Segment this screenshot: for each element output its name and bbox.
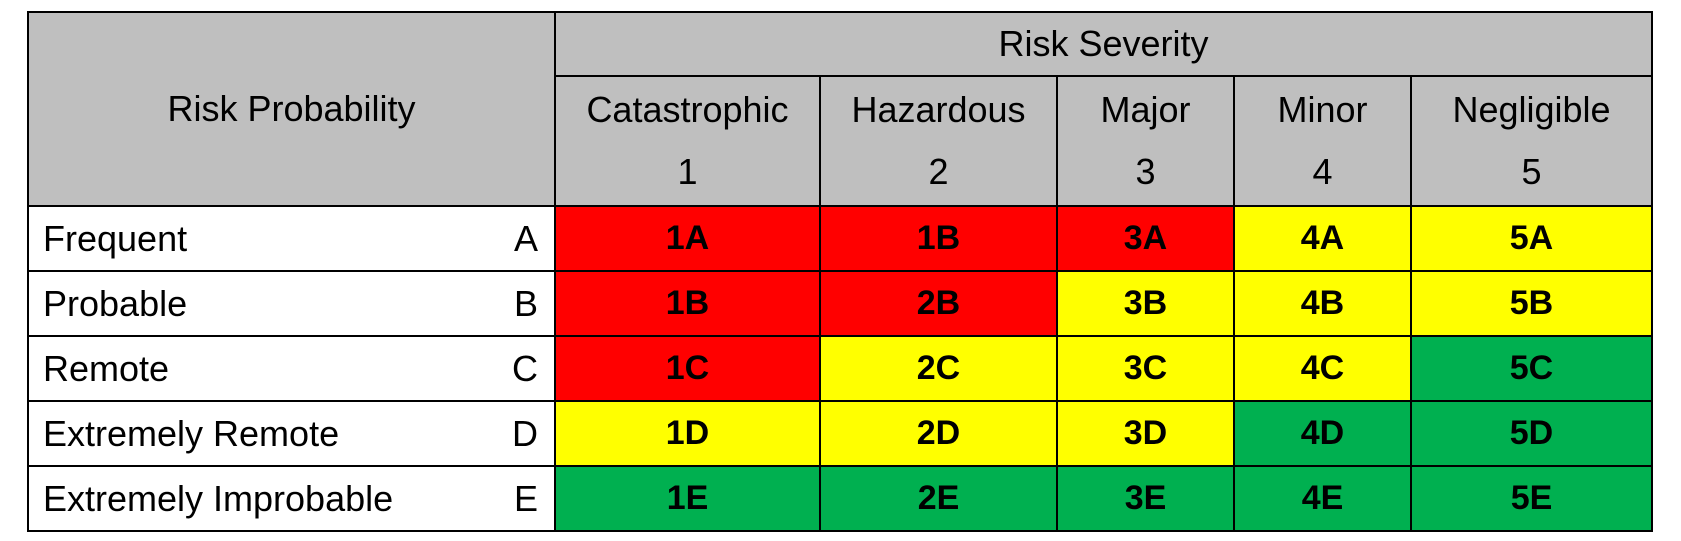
risk-cell: 1B [819, 205, 1058, 272]
risk-cell: 3D [1056, 400, 1235, 467]
risk-cell: 3B [1056, 270, 1235, 337]
column-header: Major 3 [1056, 75, 1235, 207]
column-header: Minor 4 [1233, 75, 1412, 207]
probability-name: Remote [43, 347, 170, 389]
risk-cell: 1D [554, 400, 821, 467]
risk-cell: 4E [1233, 465, 1412, 532]
risk-cell: 2E [819, 465, 1058, 532]
severity-number: 5 [1521, 151, 1542, 192]
severity-name: Negligible [1452, 89, 1611, 130]
risk-cell: 2B [819, 270, 1058, 337]
severity-name: Catastrophic [586, 89, 789, 130]
column-header: Catastrophic 1 [554, 75, 821, 207]
risk-cell: 2C [819, 335, 1058, 402]
probability-name: Extremely Improbable [43, 477, 394, 519]
label-wrap: Frequent A [29, 218, 554, 260]
column-header: Negligible 5 [1409, 75, 1654, 207]
probability-label: Extremely Improbable E [27, 465, 556, 532]
probability-letter: C [512, 347, 538, 389]
severity-name: Hazardous [851, 89, 1026, 130]
probability-letter: A [513, 217, 538, 259]
severity-title: Risk Severity [553, 11, 1654, 77]
risk-cell: 1B [554, 270, 821, 337]
row: Remote C 1C 2C 3C 4C 5C [27, 335, 1654, 402]
label-wrap: Remote C [29, 348, 554, 390]
risk-cell: 4D [1233, 400, 1412, 467]
risk-cell: 1A [554, 205, 821, 272]
risk-cell: 2D [819, 400, 1058, 467]
probability-letter: B [513, 282, 538, 324]
row: Extremely Remote D 1D 2D 3D 4D 5D [27, 400, 1654, 467]
probability-title: Risk Probability [27, 11, 556, 207]
probability-letter: E [513, 477, 538, 519]
probability-label: Probable B [27, 270, 556, 337]
probability-letter: D [512, 412, 538, 454]
severity-number: 3 [1135, 151, 1156, 192]
row: Probable B 1B 2B 3B 4B 5B [27, 270, 1654, 337]
severity-name: Minor [1277, 89, 1368, 130]
risk-cell: 3A [1056, 205, 1235, 272]
row: Extremely Improbable E 1E 2E 3E 4E 5E [27, 465, 1654, 532]
risk-cell: 3C [1056, 335, 1235, 402]
risk-cell: 1C [554, 335, 821, 402]
probability-label: Remote C [27, 335, 556, 402]
label-wrap: Extremely Remote D [29, 413, 554, 455]
risk-cell: 4C [1233, 335, 1412, 402]
risk-cell: 5D [1409, 400, 1654, 467]
probability-name: Probable [43, 282, 188, 324]
label-wrap: Extremely Improbable E [29, 478, 554, 520]
probability-name: Frequent [43, 217, 188, 259]
severity-number: 2 [928, 151, 949, 192]
risk-cell: 3E [1056, 465, 1235, 532]
probability-label: Extremely Remote D [27, 400, 556, 467]
label-wrap: Probable B [29, 283, 554, 325]
risk-matrix: Risk Probability Risk Severity Catastrop… [27, 11, 1654, 532]
risk-cell: 5A [1409, 205, 1654, 272]
probability-name: Extremely Remote [43, 412, 340, 454]
risk-cell: 5B [1409, 270, 1654, 337]
severity-name: Major [1100, 89, 1191, 130]
risk-cell: 5E [1409, 465, 1654, 532]
risk-cell: 1E [554, 465, 821, 532]
risk-cell: 4B [1233, 270, 1412, 337]
risk-cell: 4A [1233, 205, 1412, 272]
row: Frequent A 1A 1B 3A 4A 5A [27, 205, 1654, 272]
risk-cell: 5C [1409, 335, 1654, 402]
probability-label: Frequent A [27, 205, 556, 272]
severity-number: 4 [1312, 151, 1333, 192]
severity-number: 1 [677, 151, 698, 192]
column-header: Hazardous 2 [819, 75, 1058, 207]
